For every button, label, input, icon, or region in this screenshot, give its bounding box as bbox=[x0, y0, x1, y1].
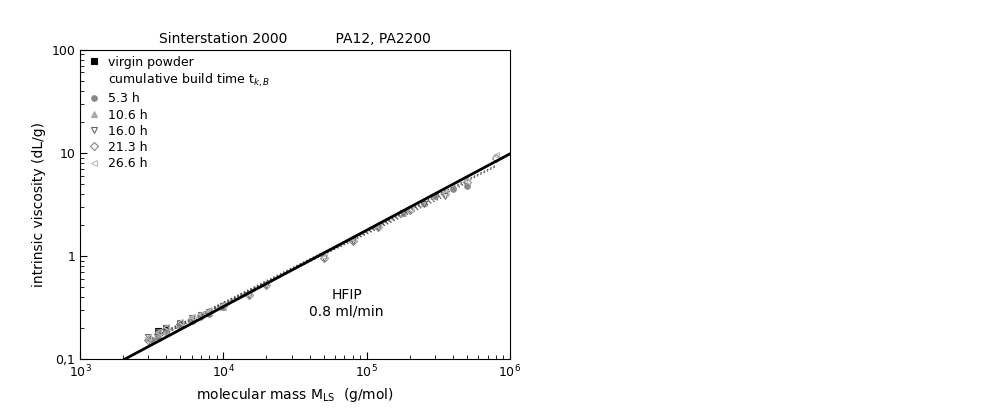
Text: HFIP
0.8 ml/min: HFIP 0.8 ml/min bbox=[309, 288, 384, 319]
Y-axis label: intrinsic viscosity (dL/g): intrinsic viscosity (dL/g) bbox=[32, 122, 46, 287]
Legend: virgin powder, cumulative build time t$_{k,B}$, 5.3 h, 10.6 h, 16.0 h, 21.3 h, 2: virgin powder, cumulative build time t$_… bbox=[84, 53, 272, 173]
X-axis label: molecular mass M$_{\mathregular{LS}}$  (g/mol): molecular mass M$_{\mathregular{LS}}$ (g… bbox=[196, 386, 394, 404]
Title: Sinterstation 2000           PA12, PA2200: Sinterstation 2000 PA12, PA2200 bbox=[159, 32, 431, 45]
